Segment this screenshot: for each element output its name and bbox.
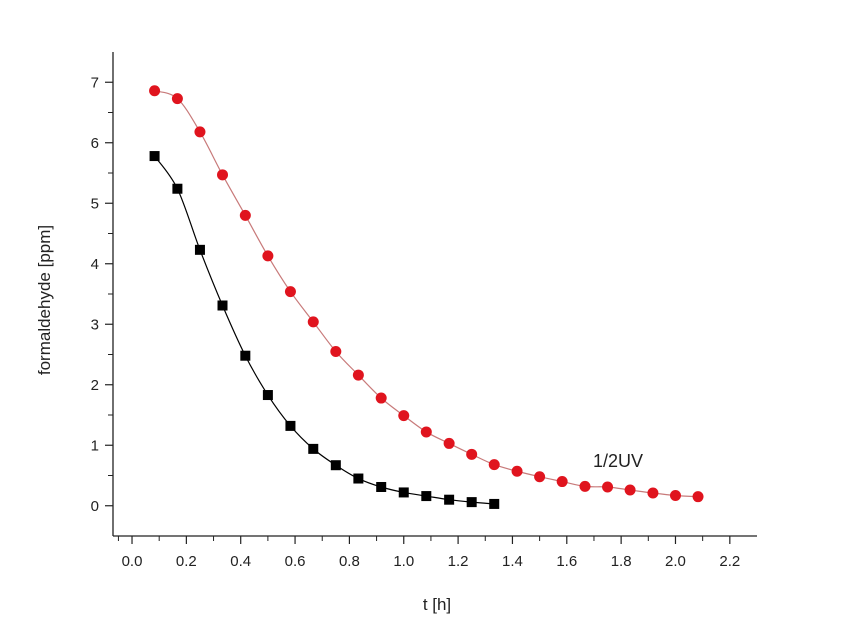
series-lines [154,90,699,505]
y-tick-label: 1 [91,437,99,454]
x-tick-label: 0.8 [339,553,360,570]
series-2-point [307,316,319,328]
series-2-point [692,491,704,503]
series-2-point [239,209,251,221]
series-2-point [375,392,387,404]
series-1-point [262,390,273,401]
x-tick-label: 2.2 [719,553,740,570]
series-1-point [172,183,183,194]
series-2-point [647,487,659,499]
series-2-point [217,169,229,181]
series-2-point [398,410,410,422]
series-2-point [284,286,296,298]
series-2-point [556,476,568,488]
series-1-line [154,155,495,505]
series-markers [149,85,704,509]
series-2-point [420,426,432,438]
y-axis-title: formaldehyde [ppm] [35,225,54,375]
series-1-point [398,487,409,498]
y-tick-label: 6 [91,135,99,152]
x-tick-label: 1.4 [502,553,523,570]
series-1-point [149,151,160,162]
series-2-point [511,465,523,477]
series-1-point [421,491,432,502]
x-tick-label: 0.2 [176,553,197,570]
series-2-point [466,448,478,460]
series-1-point [466,497,477,508]
series-1-point [308,443,319,454]
y-tick-label: 5 [91,195,99,212]
series-2-point [171,93,183,105]
series-2-point [579,480,591,492]
series-2-point [534,471,546,483]
series-2-point [624,484,636,496]
x-tick-label: 1.8 [611,553,632,570]
series-1-point [240,350,251,361]
series-1-point [194,244,205,255]
series-2-point [330,345,342,357]
series-1-point [217,300,228,311]
series-2-point [669,489,681,501]
series-2-point [149,85,161,97]
x-tick-label: 1.2 [448,553,469,570]
series-1-point [376,481,387,492]
series-2-point [352,369,364,381]
y-tick-label: 0 [91,498,99,515]
x-tick-label: 1.6 [556,553,577,570]
series-2-point [262,250,274,262]
series-2-point [488,459,500,471]
series-annotation: 1/2UV [593,451,643,471]
y-tick-label: 3 [91,316,99,333]
x-tick-label: 0.6 [285,553,306,570]
series-1-point [330,460,341,471]
series-2-point [443,437,455,449]
y-tick-label: 2 [91,377,99,394]
x-tick-label: 0.4 [230,553,251,570]
series-2-point [602,481,614,493]
x-tick-label: 2.0 [665,553,686,570]
x-tick-label: 1.0 [393,553,414,570]
series-2-point [194,126,206,138]
series-1-point [285,420,296,431]
y-tick-label: 4 [91,256,99,273]
series-1-point [444,494,455,505]
y-tick-label: 7 [91,74,99,91]
x-axis-title: t [h] [423,595,451,614]
x-tick-label: 0.0 [122,553,143,570]
series-1-point [489,498,500,509]
series-1-point [353,473,364,484]
axes: 0.0 0.2 0.4 0.6 0.8 1.0 1.2 1.4 1.6 1.8 2.0 2.2 0 1 2 3… [91,52,757,570]
